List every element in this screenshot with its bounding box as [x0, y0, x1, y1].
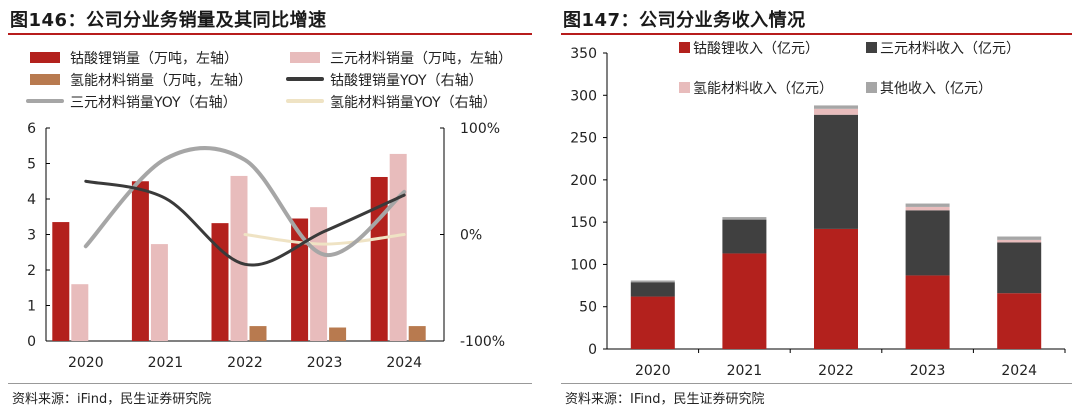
legend-label: 氢能材料收入（亿元）: [693, 81, 833, 97]
right-tick-label: 100%: [460, 121, 500, 137]
right-figure-panel: 图147：公司分业务收入情况 0 50 100 150 200 250 300 350 2020…: [553, 0, 1080, 417]
x-tick-label: 2024: [386, 355, 422, 371]
footer-divider: [8, 383, 532, 384]
stack-segment-4: [814, 105, 858, 109]
bar-3: [249, 326, 267, 341]
legend-swatch: [679, 42, 690, 53]
legend-swatch: [866, 42, 877, 53]
y-tick-label: 300: [570, 88, 597, 104]
stack-segment-4: [630, 280, 675, 283]
left-tick-label: 4: [27, 192, 36, 208]
y-tick-label: 350: [570, 46, 597, 62]
title-divider: [8, 33, 532, 35]
yoy-line-1: [84, 179, 406, 267]
stack-segment-2: [814, 114, 858, 229]
x-tick-label: 2020: [68, 355, 104, 371]
bar-1: [370, 176, 388, 341]
y-tick-label: 200: [570, 173, 597, 189]
legend-swatch: [30, 74, 60, 85]
figure-146-title: 图146：公司分业务销量及其同比增速: [10, 10, 327, 31]
figure-147-title: 图147：公司分业务收入情况: [563, 10, 806, 31]
stack-segment-4: [997, 236, 1042, 240]
left-tick-label: 0: [27, 334, 36, 350]
stack-segment-1: [630, 296, 675, 349]
stack-segment-4: [905, 203, 950, 207]
left-figure-panel: 图146：公司分业务销量及其同比增速 0 1 2 3 4 5 6 -100% 0% 100% 202…: [8, 10, 532, 407]
legend-swatch: [866, 82, 877, 93]
x-tick-label: 2022: [227, 355, 263, 371]
legend-label: 其他收入（亿元）: [880, 81, 992, 97]
stack-segment-3: [997, 239, 1042, 243]
legend-label: 三元材料销量（万吨，左轴）: [330, 51, 512, 67]
legend-label: 钴酸锂销量YOY（右轴）: [330, 73, 483, 89]
stack-segment-1: [814, 228, 858, 349]
bar-1: [211, 223, 229, 341]
legend-swatch: [679, 82, 690, 93]
bar-2: [71, 284, 89, 341]
stack-segment-1: [997, 293, 1042, 349]
footer-divider: [561, 383, 1072, 384]
stack-segment-3: [814, 108, 858, 115]
left-tick-label: 1: [27, 299, 36, 315]
x-tick-label: 2022: [818, 363, 854, 379]
left-tick-label: 5: [27, 157, 36, 173]
bar-3: [408, 326, 426, 341]
left-tick-label: 2: [27, 263, 36, 279]
right-tick-label: -100%: [460, 334, 505, 350]
stack-segment-2: [630, 282, 675, 297]
bar-2: [150, 244, 168, 341]
stack-segment-1: [722, 253, 767, 349]
x-tick-label: 2021: [727, 363, 763, 379]
figure-147-source: 资料来源：IFind，民生证券研究院: [565, 392, 765, 407]
title-divider: [561, 33, 1072, 35]
yoy-line-3: [243, 233, 406, 246]
x-tick-label: 2023: [910, 363, 946, 379]
figure-146-source: 资料来源：iFind，民生证券研究院: [12, 392, 212, 407]
y-tick-label: 100: [570, 257, 597, 273]
x-tick-label: 2023: [307, 355, 343, 371]
bar-2: [389, 153, 407, 341]
stack-segment-2: [997, 242, 1042, 294]
stack-segment-2: [905, 210, 950, 276]
bar-1: [131, 181, 149, 341]
stack-segment-1: [905, 275, 950, 349]
legend-label: 氢能材料销量（万吨，左轴）: [70, 73, 252, 89]
legend-label: 氢能材料销量YOY（右轴）: [330, 95, 497, 111]
revenue-chart: 0 50 100 150 200 250 300 350 2020 2021 2022 2023 202…: [570, 41, 1066, 379]
y-tick-label: 50: [579, 300, 597, 316]
x-tick-label: 2020: [635, 363, 671, 379]
legend-label: 钴酸锂销量（万吨，左轴）: [70, 51, 238, 67]
x-tick-label: 2021: [148, 355, 184, 371]
legend-label: 钴酸锂收入（亿元）: [693, 41, 819, 57]
bar-1: [52, 222, 70, 341]
yoy-line-2: [83, 146, 407, 257]
stack-segment-3: [905, 206, 950, 211]
bar-2: [310, 207, 328, 341]
legend-label: 三元材料收入（亿元）: [880, 41, 1020, 57]
legend-swatch: [290, 52, 320, 63]
y-tick-label: 0: [588, 342, 597, 358]
bar-3: [329, 327, 347, 341]
y-tick-label: 250: [570, 131, 597, 147]
bar-2: [230, 175, 248, 341]
left-tick-label: 3: [27, 228, 36, 244]
sales-volume-chart: 0 1 2 3 4 5 6 -100% 0% 100% 2020 2021 2022 2023 2024 钴酸…: [26, 51, 512, 371]
stack-segment-2: [722, 219, 767, 254]
x-tick-label: 2024: [1001, 363, 1037, 379]
y-tick-label: 150: [570, 215, 597, 231]
right-tick-label: 0%: [460, 228, 482, 244]
stack-segment-4: [722, 217, 767, 220]
left-tick-label: 6: [27, 121, 36, 137]
legend-swatch: [30, 52, 60, 63]
bar-1: [291, 218, 309, 341]
legend-label: 三元材料销量YOY（右轴）: [70, 95, 237, 111]
